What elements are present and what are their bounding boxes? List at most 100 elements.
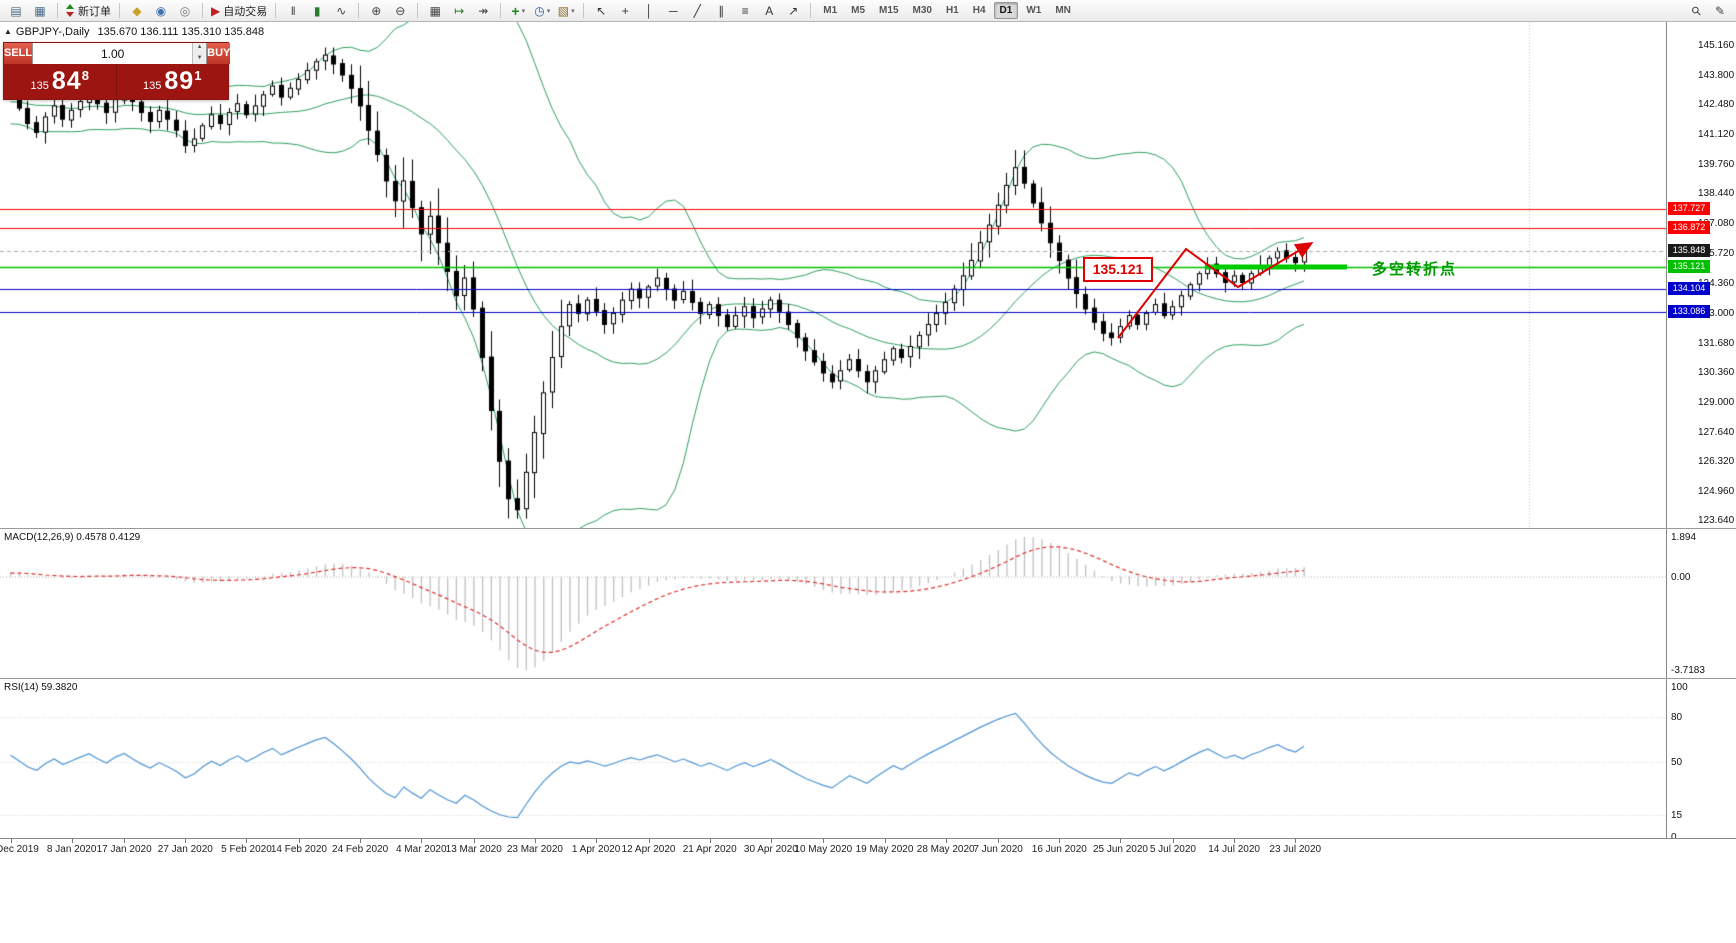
- tf-m15[interactable]: M15: [879, 5, 899, 16]
- toolbar-separator: [119, 3, 120, 18]
- periods-button[interactable]: ◷ ▾: [530, 0, 554, 21]
- one-click-prices: 135 84 8 135 89 1: [4, 64, 228, 99]
- search-icon[interactable]: ⚲: [1684, 1, 1708, 22]
- text-icon[interactable]: A: [757, 0, 781, 21]
- zoom-out-icon-glyph: ⊖: [395, 3, 406, 18]
- cursor-icon[interactable]: ↖: [589, 0, 613, 21]
- new-chart-icon[interactable]: ▤: [4, 0, 28, 21]
- text-icon-glyph: A: [765, 3, 774, 18]
- auto-trading-button[interactable]: ▶ 自动交易: [208, 0, 270, 21]
- auto-scroll-icon[interactable]: ↦: [447, 0, 471, 21]
- data-window-icon[interactable]: ◉: [149, 0, 173, 21]
- time-tick: [246, 839, 248, 843]
- volume-input[interactable]: [33, 43, 193, 64]
- macd-splitter[interactable]: [0, 528, 1736, 529]
- time-tick: [1295, 839, 1297, 843]
- quick-edit-icon[interactable]: ✎: [1708, 1, 1732, 22]
- time-tick: [473, 839, 475, 843]
- line-chart-icon-glyph: ∿: [336, 3, 347, 18]
- chevron-down-icon[interactable]: ▾: [546, 7, 551, 15]
- tf-mn[interactable]: MN: [1055, 5, 1071, 16]
- rsi-label: RSI(14) 59.3820: [4, 682, 78, 693]
- chart-profiles-icon[interactable]: ▦: [28, 0, 52, 21]
- navigator-icon[interactable]: ◎: [173, 0, 197, 21]
- candlestick-chart-icon[interactable]: ▮: [305, 0, 329, 21]
- date-label: 13 Mar 2020: [445, 844, 502, 855]
- bar-chart-icon-glyph: ‖: [290, 3, 296, 18]
- toolbar-separator: [417, 3, 419, 18]
- tf-m30[interactable]: M30: [912, 5, 932, 16]
- crosshair-icon-glyph: +: [621, 3, 629, 18]
- tf-m1[interactable]: M1: [823, 5, 838, 16]
- periods-button-glyph: ◷: [534, 3, 545, 18]
- date-label: 30 Dec 2019: [0, 844, 39, 855]
- channel-icon[interactable]: ∥: [709, 0, 733, 21]
- tf-w1[interactable]: W1: [1026, 5, 1042, 16]
- date-label: 12 Apr 2020: [621, 844, 676, 855]
- time-tick: [1059, 839, 1061, 843]
- volume-up-button[interactable]: ▲: [193, 43, 207, 54]
- date-label: 21 Apr 2020: [682, 844, 737, 855]
- chart-ohlc-header: ▲ GBPJPY-,Daily 135.670 136.111 135.310 13…: [4, 26, 264, 38]
- tf-h1[interactable]: H1: [945, 5, 959, 16]
- buy-price-big: 89: [164, 67, 195, 95]
- zoom-out-icon[interactable]: ⊖: [388, 0, 412, 21]
- zoom-in-icon[interactable]: ⊕: [364, 0, 388, 21]
- search-icon: ⚲: [1687, 2, 1705, 20]
- price-annotation-box[interactable]: 135.121: [1083, 257, 1153, 282]
- rsi-panel-canvas[interactable]: [0, 679, 1666, 838]
- rsi-splitter[interactable]: [0, 678, 1736, 679]
- fibonacci-icon[interactable]: ≡: [733, 0, 757, 21]
- crosshair-icon[interactable]: +: [613, 0, 637, 21]
- collapse-panel-icon[interactable]: ▲: [4, 27, 12, 36]
- price-tick-label: 138.440: [1698, 188, 1735, 200]
- turning-point-label[interactable]: 多空转折点: [1372, 261, 1458, 278]
- date-label: 25 Jun 2020: [1092, 844, 1148, 855]
- price-tick-label: 139.760: [1698, 159, 1735, 171]
- price-tick-label: 123.640: [1698, 515, 1735, 526]
- horizontal-line-icon[interactable]: ─: [661, 0, 685, 21]
- main-chart-canvas[interactable]: [0, 22, 1666, 528]
- price-tick-label: 124.960: [1698, 485, 1735, 497]
- tf-h4[interactable]: H4: [972, 5, 986, 16]
- buy-price[interactable]: 135 89 1: [117, 64, 229, 99]
- level-price-label: 134.104: [1668, 282, 1710, 296]
- tile-windows-icon[interactable]: ▦: [423, 0, 447, 21]
- trendline-icon[interactable]: ╱: [685, 0, 709, 21]
- volume-field: ▲ ▼: [32, 43, 208, 64]
- symbol-period-label: GBPJPY-,Daily: [15, 26, 90, 38]
- bar-chart-icon[interactable]: ‖: [281, 0, 305, 21]
- autotrade-group: ▶ 自动交易: [208, 0, 270, 21]
- vertical-line-icon[interactable]: │: [637, 0, 661, 21]
- time-tick: [998, 839, 1000, 843]
- toolbar-right: ⚲ ✎: [1684, 0, 1732, 22]
- price-tick-label: 143.800: [1698, 70, 1735, 82]
- new-order-button[interactable]: 新订单: [63, 0, 114, 21]
- indicators-button[interactable]: + ▾: [506, 0, 530, 21]
- time-tick: [823, 839, 825, 843]
- market-watch-icon[interactable]: ◆: [125, 0, 149, 21]
- volume-down-button[interactable]: ▼: [193, 53, 207, 64]
- chart-shift-icon[interactable]: ↠: [471, 0, 495, 21]
- data-window-icon-glyph: ◉: [155, 3, 167, 18]
- chevron-down-icon[interactable]: ▾: [571, 7, 575, 15]
- new-chart-icon-glyph: ▤: [10, 3, 22, 18]
- toolbar-separator: [202, 3, 203, 18]
- line-chart-icon[interactable]: ∿: [329, 0, 353, 21]
- date-label: 23 Mar 2020: [506, 844, 563, 855]
- price-axis[interactable]: 145.160 143.800 142.480 141.120 139.760 138.4…: [1666, 22, 1736, 858]
- tf-d1[interactable]: D1: [993, 2, 1019, 19]
- arrows-icon[interactable]: ↗: [781, 0, 805, 21]
- macd-panel-canvas[interactable]: [0, 529, 1666, 678]
- chevron-down-icon[interactable]: ▾: [521, 7, 526, 15]
- sell-button[interactable]: SELL: [4, 43, 33, 64]
- sell-price[interactable]: 135 84 8: [4, 64, 116, 99]
- new-order-button-label: 新订单: [78, 5, 111, 18]
- date-label: 17 Jan 2020: [96, 844, 152, 855]
- auto-trading-button-label: 自动交易: [223, 5, 268, 18]
- templates-button[interactable]: ▧ ▾: [554, 0, 578, 21]
- price-tick-label: 145.160: [1698, 40, 1735, 51]
- tf-m5[interactable]: M5: [851, 5, 866, 16]
- buy-button[interactable]: BUY: [207, 43, 231, 64]
